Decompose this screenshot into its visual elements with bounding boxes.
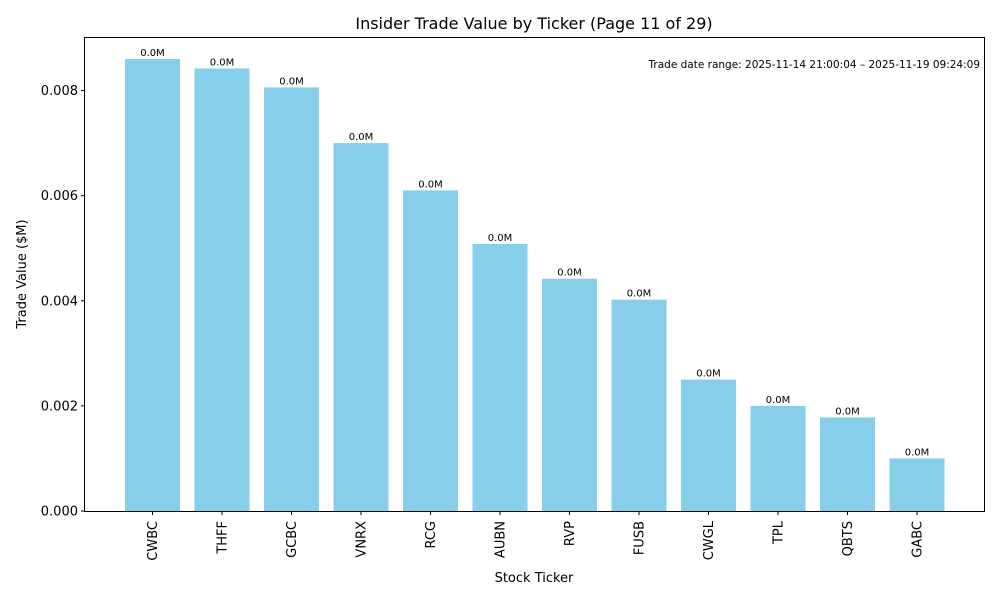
data-label-qbts: 0.0M <box>835 407 860 418</box>
bar-gabc <box>889 458 945 511</box>
y-axis-label: Trade Value ($M) <box>15 219 30 329</box>
y-tick-label: 0.008 <box>41 84 78 99</box>
y-tick-label: 0.004 <box>41 294 78 309</box>
x-tick-label-qbts: QBTS <box>841 521 856 556</box>
x-axis-ticks: CWBC THFF GCBC VNRX RCG AUBN RVP FUSB CWGL TPL QBT… <box>146 511 926 561</box>
y-tick-label: 0.000 <box>41 505 78 520</box>
data-label-gabc: 0.0M <box>905 447 930 458</box>
bar-rvp <box>542 278 597 511</box>
bar-cwgl <box>681 379 736 511</box>
y-tick-label: 0.002 <box>41 399 78 414</box>
data-label-rvp: 0.0M <box>557 268 582 279</box>
data-label-fusb: 0.0M <box>627 289 652 300</box>
bars-layer: 0.0M 0.0M 0.0M 0.0M 0.0M 0.0M 0.0M 0.0M 0.0M 0.0M… <box>125 48 945 512</box>
x-tick-label-gcbc: GCBC <box>285 521 300 558</box>
bar-vnrx <box>333 143 389 511</box>
x-tick-label-rvp: RVP <box>563 521 578 546</box>
data-label-thff: 0.0M <box>210 58 235 69</box>
date-range-annotation: Trade date range: 2025-11-14 21:00:04 – … <box>648 59 980 71</box>
data-label-gcbc: 0.0M <box>279 76 304 87</box>
data-label-vnrx: 0.0M <box>349 132 374 143</box>
bar-fusb <box>611 299 667 511</box>
y-axis-ticks: 0.000 0.002 0.004 0.006 0.008 <box>41 84 85 520</box>
bar-tpl <box>750 405 806 511</box>
data-label-rcg: 0.0M <box>418 179 443 190</box>
x-tick-label-vnrx: VNRX <box>355 521 370 558</box>
bar-aubn <box>472 244 528 511</box>
x-tick-label-cwbc: CWBC <box>146 521 161 561</box>
y-tick-label: 0.006 <box>41 189 78 204</box>
x-tick-label-rcg: RCG <box>424 521 439 549</box>
plot-frame <box>84 37 985 512</box>
x-tick-label-gabc: GABC <box>911 521 926 558</box>
data-label-cwgl: 0.0M <box>696 369 721 380</box>
bar-gcbc <box>264 87 319 512</box>
chart-title: Insider Trade Value by Ticker (Page 11 o… <box>355 14 712 33</box>
bar-rcg <box>403 190 458 511</box>
data-label-cwbc: 0.0M <box>140 48 165 59</box>
bar-cwbc <box>125 59 180 511</box>
bar-thff <box>194 68 250 511</box>
data-label-aubn: 0.0M <box>488 233 513 244</box>
x-tick-label-fusb: FUSB <box>633 521 648 555</box>
x-tick-label-thff: THFF <box>216 521 231 555</box>
x-tick-label-aubn: AUBN <box>494 521 509 558</box>
data-label-tpl: 0.0M <box>766 395 791 406</box>
x-axis-label: Stock Ticker <box>495 571 574 586</box>
x-tick-label-tpl: TPL <box>772 520 787 545</box>
bar-qbts <box>820 417 875 511</box>
x-tick-label-cwgl: CWGL <box>702 520 717 560</box>
